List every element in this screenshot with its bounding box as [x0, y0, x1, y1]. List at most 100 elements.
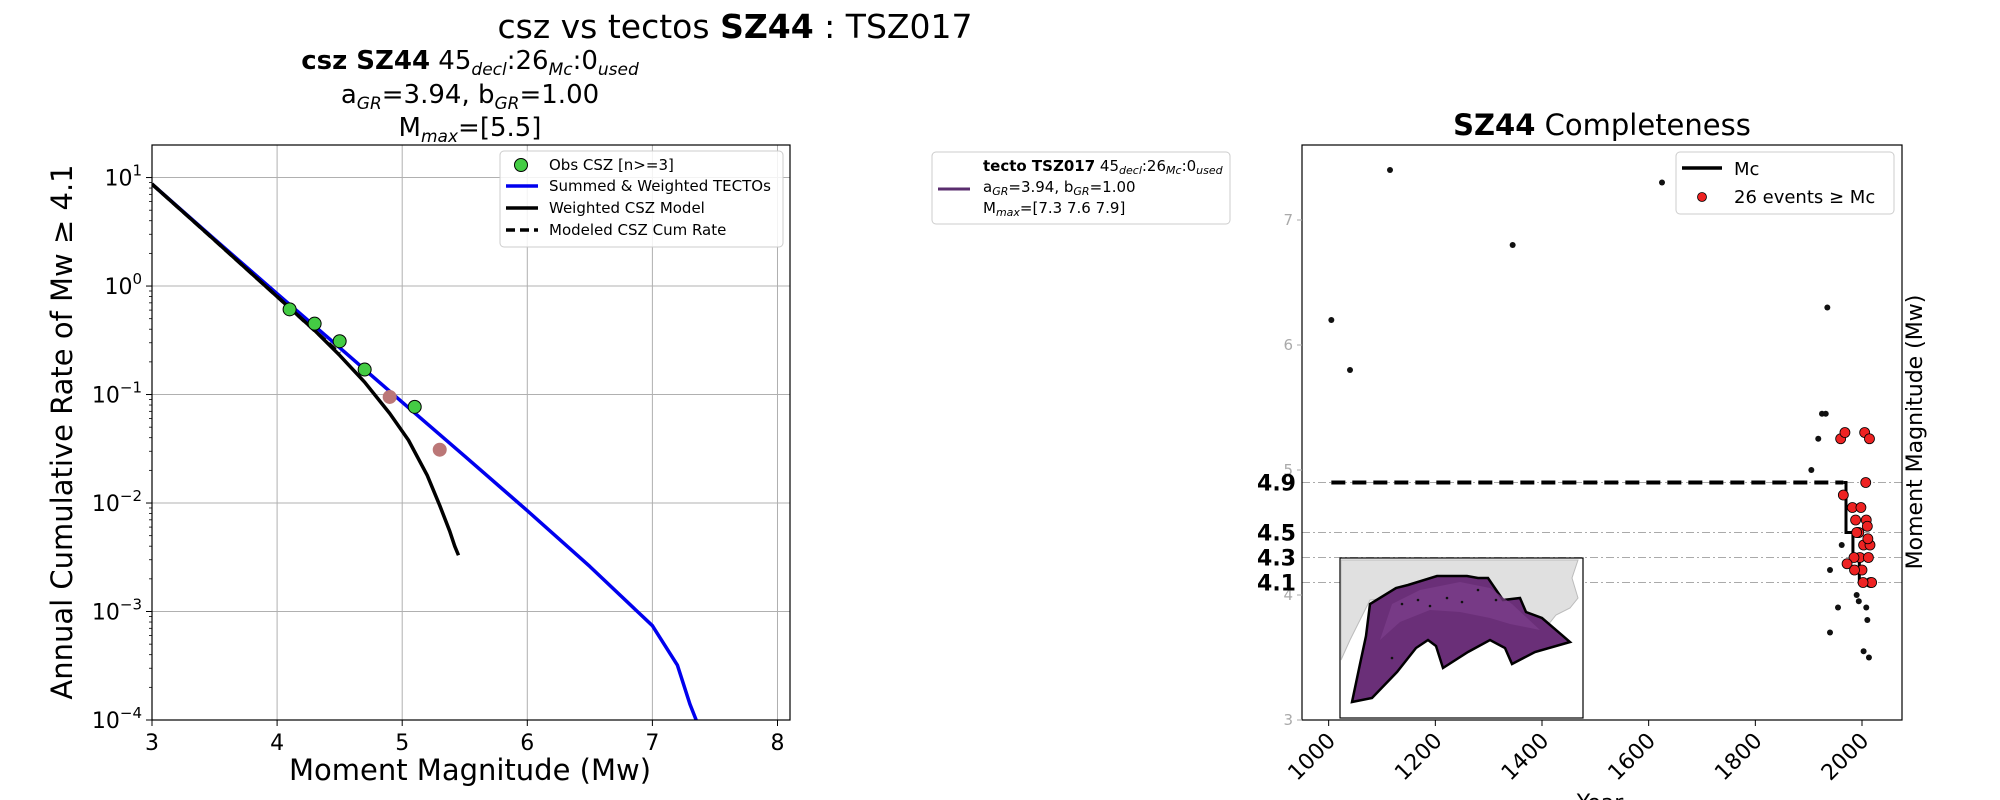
left-title-sub-used: used: [598, 60, 639, 80]
right-x-tick-label: 2000: [1817, 729, 1874, 786]
event-point: [1808, 467, 1815, 473]
event-point: [1659, 179, 1665, 186]
right-mc-labels: 4.9 4.54.34.1: [1257, 472, 1296, 597]
event-above-mc-point: [1857, 577, 1869, 588]
event-above-mc-point: [1850, 514, 1861, 526]
tecto-a-sub: GR: [992, 185, 1008, 198]
event-point: [1815, 435, 1822, 442]
left-x-axis-label: Moment Magnitude (Mw): [289, 753, 651, 787]
right-y-tick-label: 6: [1283, 336, 1293, 354]
inset-map-dot: [1428, 604, 1432, 608]
tecto-legend-line1: tecto TSZ017 45decl:26Mc:0used: [983, 157, 1224, 177]
left-x-tick-label: 8: [770, 731, 784, 756]
event-point: [1865, 654, 1872, 661]
tecto-b-val: =1.00: [1090, 178, 1136, 196]
left-xticks: 3 4 5 6 7 8: [145, 720, 784, 756]
event-above-mc-point: [1851, 527, 1863, 538]
left-plot-frame: [151, 144, 791, 721]
event-above-mc-point: [1839, 427, 1851, 438]
obs-csz-point-faded: [382, 389, 397, 404]
suptitle-bold: SZ44: [720, 7, 814, 46]
b-val: =1.00: [519, 80, 599, 110]
mc-level-label: 4.1: [1257, 572, 1296, 597]
right-y-tick-label: 5: [1283, 461, 1293, 479]
legend-label-modeled: Modeled CSZ Cum Rate: [549, 221, 726, 239]
legend-label-obs: Obs CSZ [n>=3]: [549, 156, 674, 174]
left-title-line2: aGR=3.94, bGR=1.00: [341, 80, 599, 114]
event-point: [1387, 167, 1393, 173]
a-sub: GR: [357, 94, 382, 114]
event-above-mc-point: [1860, 477, 1872, 488]
obs-csz-point: [282, 302, 297, 317]
tecto-m-sub: max: [996, 206, 1020, 219]
right-legend-box: [1675, 151, 1895, 215]
obs-csz-point: [357, 362, 372, 377]
a-label: a: [341, 80, 357, 110]
mmax-val: =[5.5]: [458, 113, 541, 143]
legend-label-events: 26 events ≥ Mc: [1734, 187, 1875, 208]
event-above-mc-point: [1837, 489, 1849, 501]
right-chart: SZ44 Completeness 1000 1200 1400 1600 1800 20…: [1257, 108, 1928, 800]
right-xticks: 1000 1200 1400 1600 1800 2000: [1284, 720, 1874, 786]
left-x-tick-label: 7: [645, 731, 659, 756]
left-title-sub-decl: decl: [471, 60, 507, 80]
left-title-c1: :26: [507, 46, 549, 76]
left-x-tick-label: 4: [270, 731, 284, 756]
right-title: SZ44 Completeness: [1453, 108, 1751, 142]
event-above-mc-point: [1863, 552, 1874, 563]
right-y-tick-label: 3: [1283, 711, 1293, 729]
tecto-legend: tecto TSZ017 45decl:26Mc:0used aGR=3.94,…: [931, 151, 1231, 225]
legend-label-tecto: Summed & Weighted TECTOs: [549, 177, 771, 195]
event-above-mc-point: [1862, 533, 1874, 545]
event-above-mc-point: [1848, 552, 1860, 563]
suptitle-prefix: csz vs tectos: [498, 7, 721, 46]
left-x-tick-label: 6: [520, 731, 534, 756]
inset-map-zone-inner: [1380, 582, 1540, 640]
b-sub: GR: [494, 94, 519, 114]
tecto-legend-line2: aGR=3.94, bGR=1.00: [983, 178, 1136, 198]
right-series: [1328, 167, 1877, 661]
suptitle-suffix: : TSZ017: [814, 7, 973, 46]
obs-csz-point-faded: [432, 442, 447, 457]
inset-map-dot: [1390, 656, 1394, 660]
left-title-count: 45: [430, 46, 471, 76]
tecto-a-val: =3.94, b: [1008, 178, 1073, 196]
event-point: [1864, 617, 1871, 623]
tecto-sub-decl: decl: [1119, 164, 1142, 177]
inset-map-dot: [1460, 600, 1464, 604]
legend-label-mc: Mc: [1734, 159, 1759, 180]
obs-csz-point: [407, 399, 422, 414]
right-plot-frame: [1301, 144, 1903, 721]
left-series: [152, 182, 698, 720]
left-title-line3: Mmax=[5.5]: [399, 113, 542, 147]
inset-map: [1339, 557, 1584, 719]
event-point: [1838, 542, 1845, 548]
event-point: [1835, 604, 1841, 611]
event-above-mc-point: [1841, 558, 1853, 570]
event-above-mc-point: [1849, 564, 1860, 576]
inset-map-dot: [1494, 598, 1498, 602]
a-val: =3.94, b: [382, 80, 495, 110]
event-above-mc-point: [1864, 433, 1875, 445]
right-y-axis-label: Moment Magnitude (Mw): [1903, 295, 1928, 570]
left-y-tick-label: 101: [104, 162, 142, 192]
right-x-tick-label: 1800: [1710, 729, 1767, 786]
right-title-rest: Completeness: [1535, 108, 1750, 142]
event-point: [1328, 317, 1335, 323]
event-point: [1509, 242, 1516, 248]
left-title-line1: csz SZ44 45decl:26Mc:0used: [301, 46, 639, 80]
inset-map-dot: [1445, 596, 1449, 600]
right-x-tick-label: 1600: [1604, 729, 1661, 786]
event-above-mc-point: [1861, 520, 1873, 532]
event-above-mc-point: [1855, 502, 1867, 513]
event-point: [1827, 629, 1833, 636]
tecto-sub-mc: Mc: [1166, 164, 1182, 177]
tecto-legend-rest: 45: [1095, 157, 1119, 175]
left-legend: Obs CSZ [n>=3] Summed & Weighted TECTOs …: [499, 150, 784, 248]
inset-map-dot: [1476, 588, 1480, 592]
right-y-tick-label: 4: [1283, 586, 1293, 604]
left-x-tick-label: 3: [145, 731, 159, 756]
right-x-tick-label: 1000: [1284, 729, 1341, 786]
tecto-c2: :0: [1182, 157, 1197, 175]
